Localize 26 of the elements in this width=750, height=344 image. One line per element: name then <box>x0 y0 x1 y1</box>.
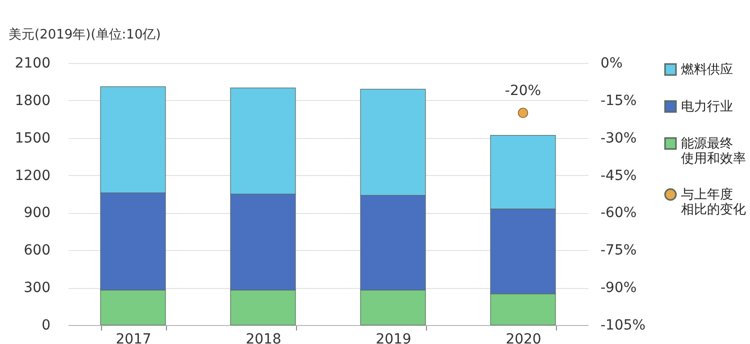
y-tick-label: 300 <box>24 280 50 296</box>
y-tick-label: 600 <box>24 242 50 259</box>
y2-tick-label: -75% <box>600 242 637 259</box>
y-tick-label: 1800 <box>14 92 50 109</box>
y-tick-label: 900 <box>24 205 50 222</box>
y2-tick-label: -45% <box>600 168 637 184</box>
legend-label: 与上年度相比的变化 <box>681 186 746 218</box>
y-axis-title: 美元(2019年)(单位:10亿) <box>8 26 161 42</box>
y2-tick-label: -90% <box>600 280 637 296</box>
y-tick-label: 0 <box>42 318 50 334</box>
y2-tick-label: 0% <box>600 56 623 72</box>
x-tick-label: 2019 <box>376 332 412 344</box>
y-tick-label: 1500 <box>14 130 50 146</box>
y2-tick-label: -30% <box>600 130 637 146</box>
data-label: -20% <box>504 82 542 99</box>
x-tick-label: 2018 <box>246 332 282 344</box>
legend-label: 电力行业 <box>681 100 733 114</box>
legend-label: 能源最终使用和效率 <box>681 136 746 166</box>
x-tick-label: 2020 <box>506 332 542 344</box>
x-tick-label: 2017 <box>116 332 152 344</box>
y-tick-label: 2100 <box>14 56 50 72</box>
legend-label: 燃料供应 <box>681 62 733 78</box>
y2-tick-label: -15% <box>600 92 637 109</box>
y-tick-label: 1200 <box>14 168 50 184</box>
y2-tick-label: -60% <box>600 205 637 222</box>
y2-tick-label: -105% <box>600 318 646 334</box>
